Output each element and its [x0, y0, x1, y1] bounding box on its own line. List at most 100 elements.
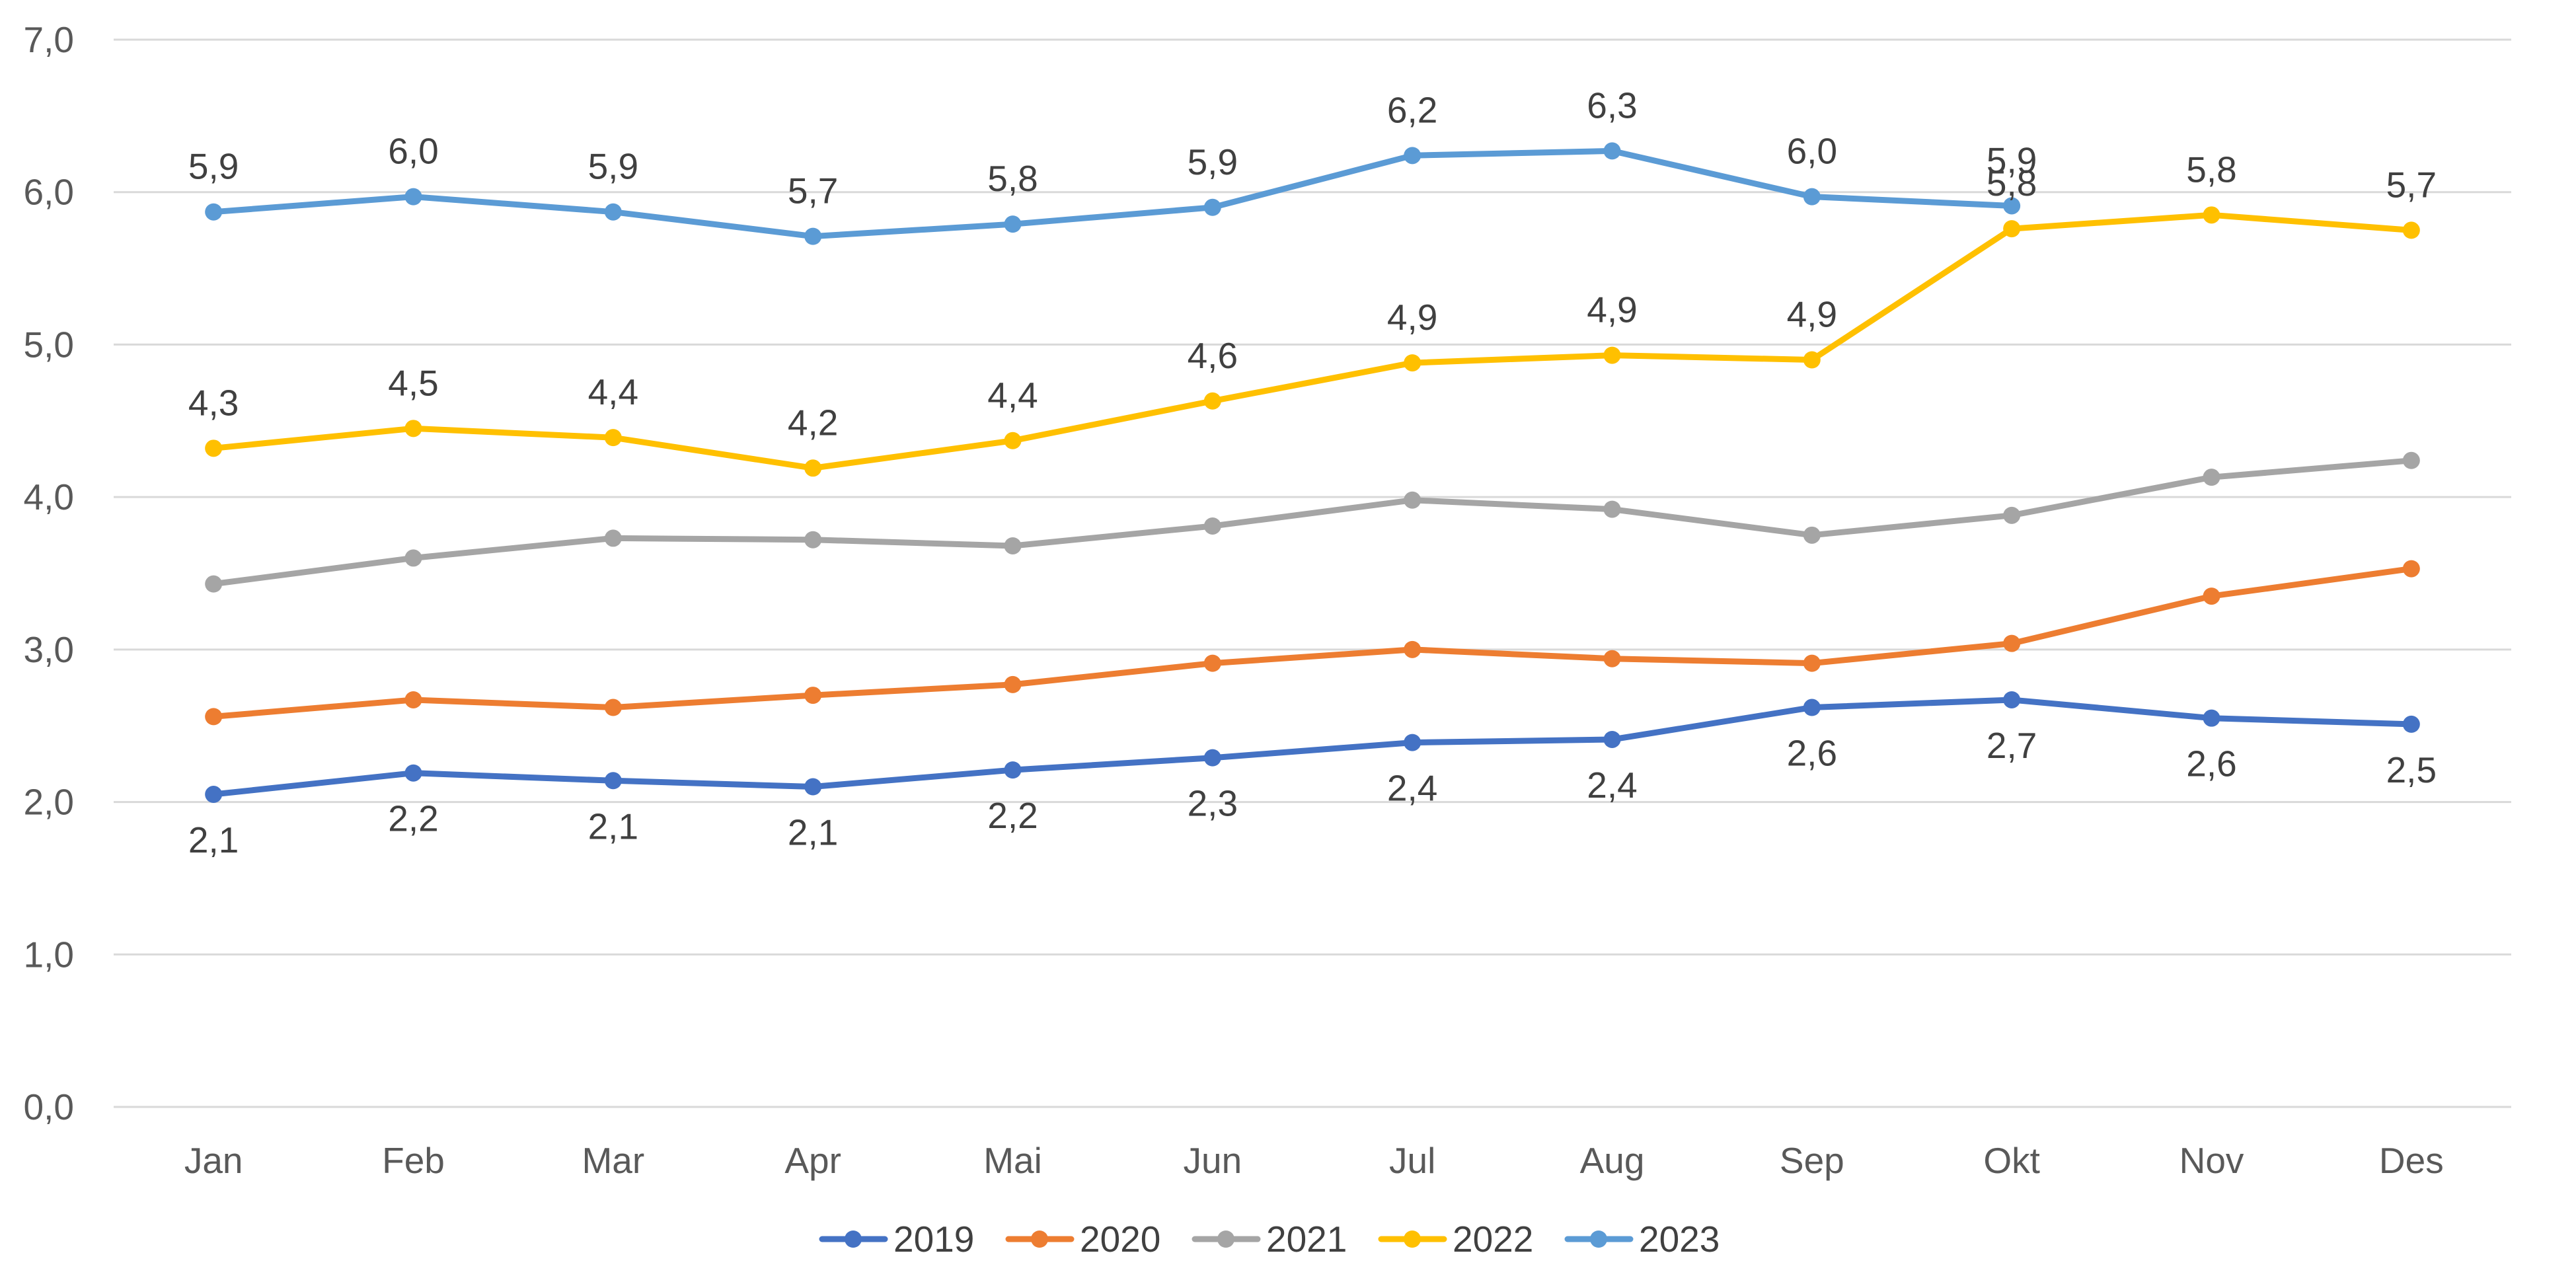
point-2022-mar	[604, 429, 622, 447]
y-tick-label: 1,0	[24, 934, 74, 975]
series-line-2019	[210, 697, 2415, 798]
point-2019-aug	[1603, 730, 1621, 748]
point-2019-nov	[2203, 709, 2220, 727]
data-label-2019-jul: 2,4	[1387, 768, 1437, 809]
x-tick-label: Mar	[582, 1140, 644, 1181]
point-2020-okt	[2003, 634, 2021, 652]
point-2019-des	[2402, 715, 2420, 733]
legend-label: 2022	[1453, 1219, 1533, 1260]
point-2022-okt	[2003, 220, 2021, 238]
data-label-2022-des: 5,7	[2386, 164, 2437, 205]
data-label-2019-okt: 2,7	[1987, 725, 2037, 766]
data-label-2019-sep: 2,6	[1787, 733, 1837, 774]
data-label-2022-jan: 4,3	[188, 382, 239, 423]
point-2020-jun	[1203, 654, 1221, 672]
point-2019-jun	[1203, 749, 1221, 767]
point-2020-feb	[404, 691, 422, 708]
point-2021-jun	[1203, 517, 1221, 535]
gridlines	[114, 38, 2511, 1108]
point-2021-aug	[1603, 500, 1621, 518]
data-label-2023-apr: 5,7	[788, 170, 838, 211]
data-label-2019-aug: 2,4	[1587, 765, 1637, 806]
point-2023-feb	[404, 188, 422, 206]
y-tick-label: 2,0	[24, 782, 74, 823]
point-2022-des	[2402, 221, 2420, 239]
legend-label: 2023	[1639, 1219, 1720, 1260]
y-tick-label: 3,0	[24, 629, 74, 670]
series-2023	[205, 142, 2021, 245]
data-label-2023-feb: 6,0	[388, 131, 438, 172]
point-2020-des	[2402, 560, 2420, 578]
legend: 2019 2020 2021 2022 2023	[819, 1219, 1720, 1260]
point-2021-apr	[804, 531, 822, 549]
y-tick-label: 5,0	[24, 324, 74, 365]
series-2022	[205, 206, 2420, 477]
point-2023-jul	[1404, 147, 1421, 165]
data-label-2022-mai: 4,4	[987, 375, 1038, 416]
point-2023-apr	[804, 227, 822, 245]
x-tick-label: Okt	[1983, 1140, 2040, 1181]
point-2019-feb	[404, 764, 422, 782]
axes: 0,0 1,0 2,0 3,0 4,0 5,0 6,0 7,0 Jan Feb Mar Apr Mai J…	[24, 19, 2444, 1181]
point-2020-sep	[1803, 654, 1821, 672]
point-2020-jan	[205, 708, 223, 726]
legend-item-2022: 2022	[1378, 1219, 1533, 1260]
x-tick-label: Des	[2379, 1140, 2444, 1181]
point-2019-sep	[1803, 699, 1821, 716]
point-2021-nov	[2203, 469, 2220, 486]
point-2019-jan	[205, 786, 223, 804]
point-2023-jan	[205, 203, 223, 221]
data-label-2023-jul: 6,2	[1387, 89, 1437, 130]
x-tick-label: Jun	[1183, 1140, 1242, 1181]
data-label-2019-apr: 2,1	[788, 812, 838, 853]
y-tick-label: 0,0	[24, 1086, 74, 1127]
y-tick-label: 6,0	[24, 172, 74, 213]
point-2019-okt	[2003, 691, 2021, 708]
point-2020-nov	[2203, 587, 2220, 605]
data-label-2019-jun: 2,3	[1188, 783, 1238, 824]
data-label-2022-aug: 4,9	[1587, 289, 1637, 330]
point-2021-jan	[205, 575, 223, 593]
series-group	[205, 142, 2420, 804]
point-2019-apr	[804, 778, 822, 796]
point-2022-jun	[1203, 392, 1221, 410]
data-label-2023-jun: 5,9	[1188, 141, 1238, 182]
point-2021-jul	[1404, 491, 1421, 509]
data-label-2023-mai: 5,8	[987, 158, 1038, 199]
point-2022-nov	[2203, 206, 2220, 224]
legend-item-2019: 2019	[819, 1219, 974, 1260]
series-line-2021	[210, 457, 2415, 587]
point-2019-mar	[604, 772, 622, 790]
x-tick-label: Feb	[382, 1140, 445, 1181]
y-tick-label: 4,0	[24, 476, 74, 517]
series-line-2022	[210, 211, 2415, 471]
point-2020-aug	[1603, 650, 1621, 667]
legend-swatch-marker	[1031, 1231, 1048, 1248]
legend-item-2020: 2020	[1005, 1219, 1160, 1260]
point-2023-jun	[1203, 198, 1221, 216]
point-2021-feb	[404, 549, 422, 567]
point-2022-mai	[1004, 432, 1022, 449]
x-tick-label: Jul	[1389, 1140, 1435, 1181]
data-label-2022-okt: 5,8	[1987, 163, 2037, 204]
point-2020-mar	[604, 699, 622, 716]
data-label-2022-jun: 4,6	[1188, 335, 1238, 376]
series-2020	[205, 560, 2420, 726]
data-label-2019-jan: 2,1	[188, 819, 239, 860]
point-2023-okt	[2003, 197, 2021, 215]
point-2022-jul	[1404, 354, 1421, 372]
data-label-2022-sep: 4,9	[1787, 294, 1837, 335]
legend-swatch-marker	[1404, 1231, 1421, 1248]
x-tick-label: Sep	[1780, 1140, 1844, 1181]
point-2022-jan	[205, 439, 223, 457]
legend-label: 2020	[1080, 1219, 1160, 1260]
data-label-2022-jul: 4,9	[1387, 297, 1437, 338]
x-tick-label: Apr	[784, 1140, 841, 1181]
data-label-2023-sep: 6,0	[1787, 131, 1837, 172]
point-2021-mai	[1004, 537, 1022, 554]
legend-swatch-marker	[1590, 1231, 1607, 1248]
data-label-2022-apr: 4,2	[788, 402, 838, 443]
point-2023-sep	[1803, 188, 1821, 206]
x-tick-label: Jan	[184, 1140, 243, 1181]
data-label-2019-des: 2,5	[2386, 749, 2437, 790]
